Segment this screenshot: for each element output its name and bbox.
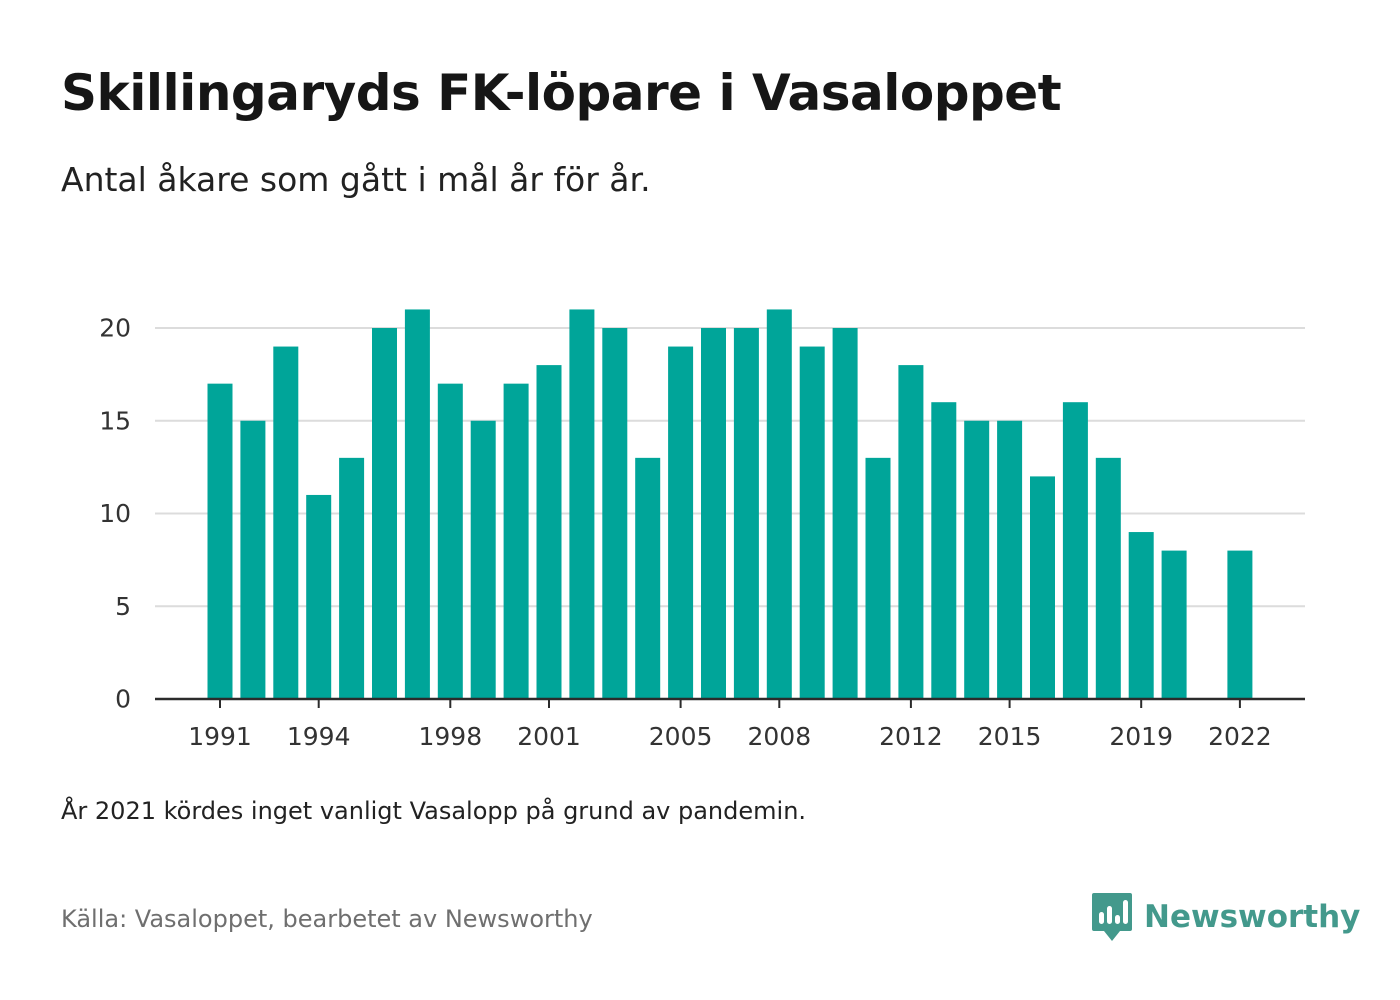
bar-1993 bbox=[273, 346, 299, 699]
x-tick-label-2022: 2022 bbox=[1208, 722, 1272, 751]
bar-2002 bbox=[569, 309, 595, 699]
bar-2003 bbox=[602, 328, 628, 699]
bar-2020 bbox=[1161, 550, 1187, 699]
x-axis-ticks: 1991 1994 1998 2001 2005 2008 2012 2015 2019 2022 bbox=[188, 699, 1272, 751]
bar-1998 bbox=[437, 383, 463, 699]
bar-2011 bbox=[865, 457, 891, 699]
bar-2022 bbox=[1227, 550, 1253, 699]
bar-series bbox=[207, 309, 1253, 699]
bar-2012 bbox=[898, 365, 924, 699]
x-tick-label-2019: 2019 bbox=[1109, 722, 1173, 751]
x-tick-label-1998: 1998 bbox=[418, 722, 482, 751]
bar-2013 bbox=[931, 402, 957, 699]
brand-logo[interactable]: Newsworthy bbox=[1090, 891, 1360, 943]
newsworthy-logo-icon bbox=[1092, 893, 1132, 941]
brand-name: Newsworthy bbox=[1144, 898, 1361, 935]
chart-subtitle: Antal åkare som gått i mål år för år. bbox=[61, 160, 651, 199]
bar-2007 bbox=[733, 328, 759, 699]
bar-1995 bbox=[339, 457, 365, 699]
chart-title: Skillingaryds FK-löpare i Vasaloppet bbox=[61, 64, 1062, 122]
bar-2000 bbox=[503, 383, 529, 699]
x-tick-label-1991: 1991 bbox=[188, 722, 252, 751]
y-tick-label-15: 15 bbox=[99, 406, 131, 435]
bar-chart: 0 5 10 15 20 1991 1994 1998 2001 2005 2008 2012 201… bbox=[99, 309, 1305, 751]
y-tick-label-10: 10 bbox=[99, 499, 131, 528]
bar-2017 bbox=[1062, 402, 1088, 699]
bar-1999 bbox=[470, 420, 496, 699]
bar-2015 bbox=[997, 420, 1023, 699]
x-tick-label-2005: 2005 bbox=[649, 722, 713, 751]
bar-2018 bbox=[1095, 457, 1121, 699]
source-credit: Källa: Vasaloppet, bearbetet av Newswort… bbox=[61, 905, 593, 933]
x-tick-label-2008: 2008 bbox=[747, 722, 811, 751]
bar-1994 bbox=[306, 494, 332, 699]
y-tick-label-0: 0 bbox=[115, 685, 131, 714]
bar-1996 bbox=[372, 328, 397, 699]
bar-2004 bbox=[635, 457, 661, 699]
bar-1997 bbox=[404, 309, 430, 699]
bar-2010 bbox=[832, 328, 858, 699]
bar-2006 bbox=[701, 328, 726, 699]
x-tick-label-2001: 2001 bbox=[517, 722, 581, 751]
x-tick-label-2012: 2012 bbox=[879, 722, 943, 751]
bar-2005 bbox=[668, 346, 694, 699]
y-tick-label-5: 5 bbox=[115, 592, 131, 621]
y-axis-ticks: 0 5 10 15 20 bbox=[99, 314, 131, 714]
bar-1992 bbox=[240, 420, 266, 699]
chart-note: År 2021 kördes inget vanligt Vasalopp på… bbox=[61, 797, 807, 825]
x-tick-label-1994: 1994 bbox=[287, 722, 351, 751]
x-tick-label-2015: 2015 bbox=[978, 722, 1042, 751]
bar-2001 bbox=[536, 365, 562, 699]
bar-1991 bbox=[207, 383, 233, 699]
bar-2008 bbox=[766, 309, 792, 699]
bar-2014 bbox=[964, 420, 990, 699]
bar-2009 bbox=[799, 346, 825, 699]
bar-2016 bbox=[1030, 476, 1055, 699]
y-tick-label-20: 20 bbox=[99, 314, 131, 343]
bar-2019 bbox=[1128, 532, 1154, 699]
